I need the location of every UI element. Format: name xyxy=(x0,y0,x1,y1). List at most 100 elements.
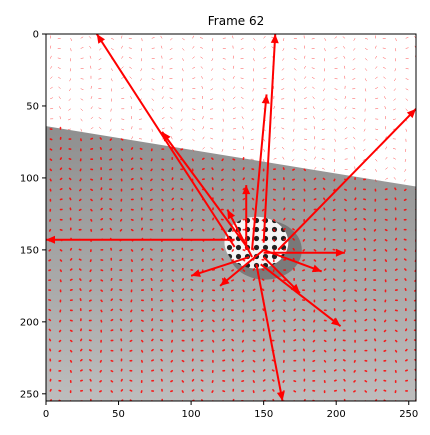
small-vector xyxy=(281,146,285,150)
small-vector xyxy=(311,67,315,69)
small-vector xyxy=(180,118,183,122)
small-vector xyxy=(48,228,52,232)
y-tick-label: 50 xyxy=(26,101,39,112)
small-vector xyxy=(344,96,346,100)
small-vector xyxy=(241,106,244,110)
small-vector xyxy=(334,128,337,132)
small-vector xyxy=(160,348,163,352)
small-vector xyxy=(129,76,132,79)
small-vector xyxy=(281,117,285,120)
small-vector xyxy=(181,108,183,112)
small-vector xyxy=(281,127,285,130)
small-vector xyxy=(150,258,153,261)
small-vector xyxy=(171,207,175,211)
small-vector xyxy=(283,329,286,333)
small-vector xyxy=(120,168,123,172)
small-vector xyxy=(352,127,356,130)
small-vector xyxy=(181,298,185,302)
small-vector xyxy=(394,78,396,82)
small-vector xyxy=(352,78,356,80)
x-tick-label: 200 xyxy=(327,409,346,420)
small-vector xyxy=(393,88,396,91)
small-vector xyxy=(190,298,194,302)
small-vector xyxy=(201,208,205,211)
small-vector xyxy=(394,247,398,251)
small-vector xyxy=(241,349,245,353)
small-vector xyxy=(160,358,163,362)
small-vector xyxy=(354,156,356,160)
small-vector xyxy=(273,116,276,120)
small-vector xyxy=(253,58,255,62)
small-vector xyxy=(323,329,327,332)
chart-title: Frame 62 xyxy=(208,14,264,28)
small-vector xyxy=(182,48,185,51)
small-vector xyxy=(302,309,306,312)
plot-area xyxy=(46,34,416,401)
small-vector xyxy=(343,55,346,59)
small-vector xyxy=(302,318,306,322)
small-vector xyxy=(252,88,254,92)
small-vector xyxy=(202,116,204,120)
small-vector xyxy=(110,369,114,373)
small-vector xyxy=(375,55,377,59)
small-vector xyxy=(405,338,408,342)
small-vector xyxy=(262,379,266,382)
small-vector xyxy=(333,369,337,372)
small-vector xyxy=(49,178,52,182)
small-vector xyxy=(313,177,317,181)
small-vector xyxy=(130,228,134,232)
small-vector xyxy=(98,58,102,61)
small-vector xyxy=(200,309,204,313)
small-vector xyxy=(119,298,123,302)
small-vector xyxy=(190,228,194,232)
small-vector xyxy=(130,167,134,171)
small-vector xyxy=(69,197,72,201)
small-vector xyxy=(384,106,386,110)
small-vector xyxy=(262,358,266,362)
small-vector xyxy=(201,76,203,79)
small-vector xyxy=(222,68,226,70)
small-vector xyxy=(121,56,124,59)
small-vector xyxy=(140,339,144,343)
small-vector xyxy=(140,177,143,181)
small-vector xyxy=(171,197,175,201)
small-vector xyxy=(313,239,317,242)
small-vector xyxy=(291,158,295,162)
small-vector xyxy=(192,118,196,121)
small-vector xyxy=(293,98,296,102)
small-vector xyxy=(200,66,203,69)
small-vector xyxy=(90,106,93,110)
small-vector xyxy=(128,47,132,49)
small-vector xyxy=(252,217,255,221)
small-vector xyxy=(252,369,256,373)
small-vector xyxy=(169,87,173,89)
small-vector xyxy=(375,169,377,172)
small-vector xyxy=(58,76,61,79)
small-vector xyxy=(160,289,163,292)
small-vector xyxy=(140,248,144,251)
small-vector xyxy=(192,56,195,59)
small-vector xyxy=(171,299,174,303)
small-vector xyxy=(262,308,265,312)
small-vector xyxy=(405,369,408,372)
small-vector xyxy=(384,96,386,100)
small-vector xyxy=(343,269,346,273)
small-vector xyxy=(80,128,83,132)
small-vector xyxy=(181,308,185,312)
small-vector xyxy=(312,339,316,343)
small-vector xyxy=(405,78,409,80)
small-vector xyxy=(242,167,245,171)
small-vector xyxy=(160,339,163,342)
small-vector xyxy=(59,259,63,262)
small-vector xyxy=(375,138,378,141)
small-vector xyxy=(222,98,225,102)
small-vector xyxy=(241,359,245,363)
small-vector xyxy=(119,308,123,312)
small-vector xyxy=(364,308,368,312)
small-vector xyxy=(261,218,265,222)
small-vector xyxy=(313,279,316,283)
small-vector xyxy=(354,217,357,221)
small-vector xyxy=(119,328,123,332)
small-vector xyxy=(130,249,134,252)
small-vector xyxy=(322,118,325,121)
